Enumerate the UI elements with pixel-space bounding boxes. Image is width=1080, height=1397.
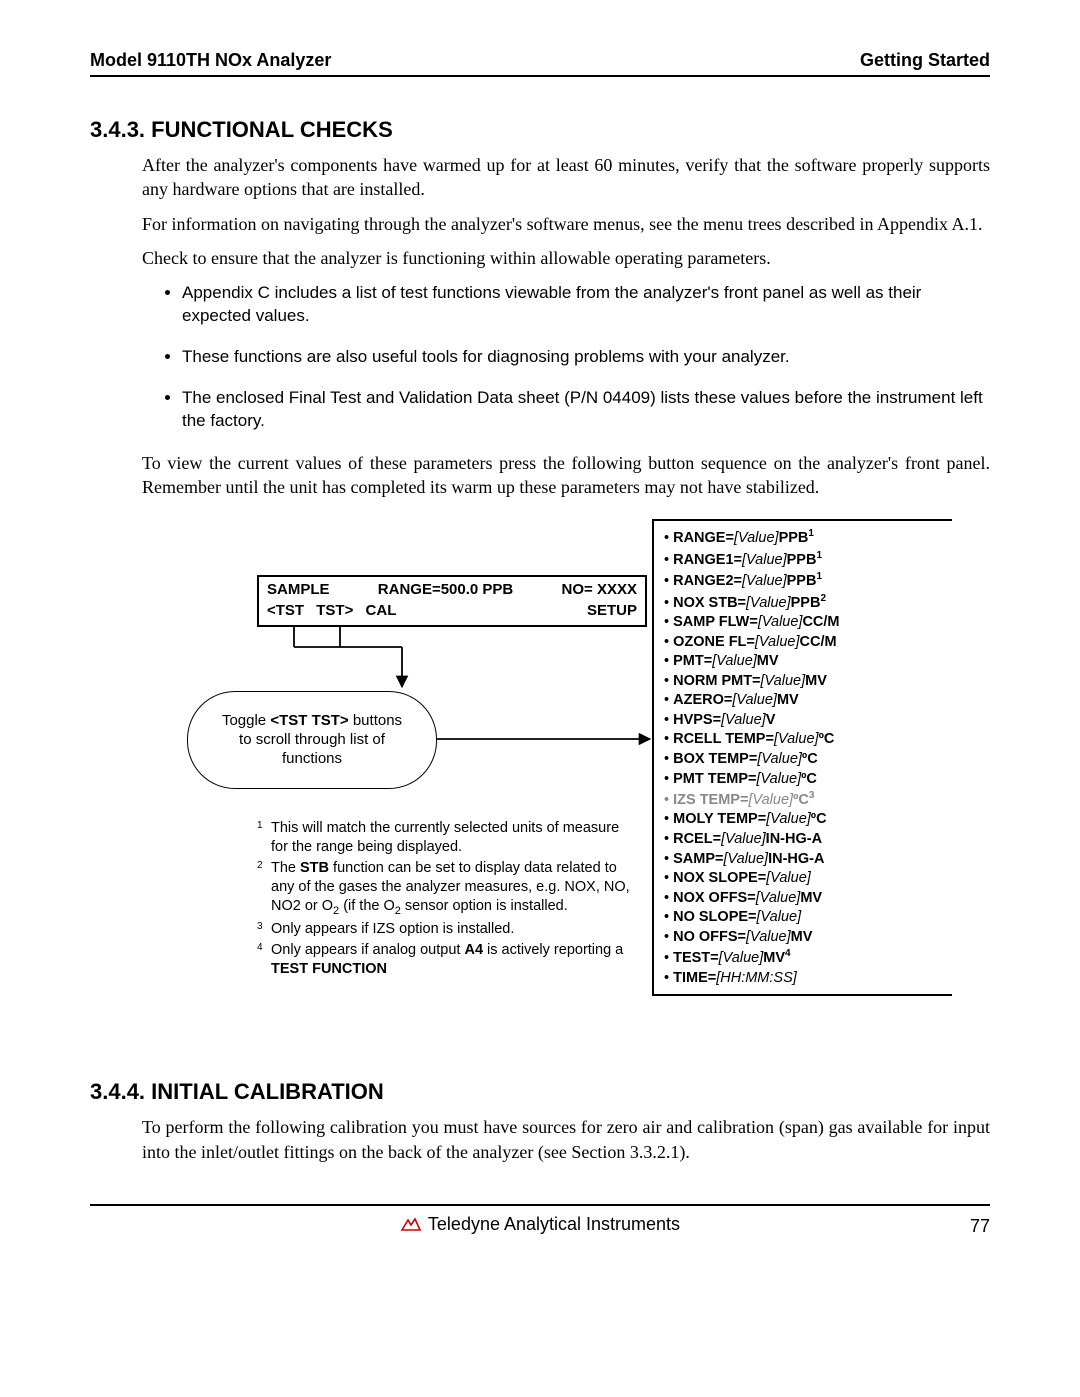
panel-range: RANGE=500.0 PPB [378, 581, 513, 598]
param-row: • OZONE FL=[Value]CC/M [664, 633, 952, 653]
page-footer: Teledyne Analytical Instruments 77 [90, 1206, 990, 1239]
footer-logo: Teledyne Analytical Instruments [400, 1214, 680, 1235]
param-row: • NO OFFS=[Value]MV [664, 928, 952, 948]
param-row: • AZERO=[Value]MV [664, 691, 952, 711]
param-row: • TEST=[Value]MV4 [664, 947, 952, 968]
toggle-capsule: Toggle <TST TST> buttons to scroll throu… [187, 691, 437, 789]
analyzer-panel: SAMPLE RANGE=500.0 PPB NO= XXXX <TST TST… [257, 575, 647, 627]
btn-setup[interactable]: SETUP [587, 602, 637, 619]
param-row: • RANGE1=[Value]PPB1 [664, 549, 952, 570]
capsule-l2: to scroll through list of [239, 731, 385, 748]
panel-sample: SAMPLE [267, 581, 330, 598]
param-row: • IZS TEMP=[Value]ºC3 [664, 789, 952, 810]
capsule-l1: Toggle <TST TST> buttons [222, 712, 402, 729]
param-row: • BOX TEMP=[Value]ºC [664, 750, 952, 770]
footnote-2: 2The STB function can be set to display … [257, 859, 637, 918]
param-row: • TIME=[HH:MM:SS] [664, 969, 952, 989]
param-row: • RANGE2=[Value]PPB1 [664, 570, 952, 591]
param-row: • SAMP FLW=[Value]CC/M [664, 613, 952, 633]
param-row: • PMT TEMP=[Value]ºC [664, 770, 952, 790]
header-left: Model 9110TH NOx Analyzer [90, 50, 331, 71]
para-4: To view the current values of these para… [142, 451, 990, 500]
diagram-footnotes: 1This will match the currently selected … [257, 819, 637, 980]
bullet-list: Appendix C includes a list of test funct… [142, 282, 990, 433]
btn-tst-prev[interactable]: <TST [267, 602, 304, 619]
param-row: • HVPS=[Value]V [664, 711, 952, 731]
para-344-1: To perform the following calibration you… [142, 1115, 990, 1164]
footnote-1: 1This will match the currently selected … [257, 819, 637, 857]
para-3: Check to ensure that the analyzer is fun… [142, 246, 990, 270]
param-row: • RCELL TEMP=[Value]ºC [664, 730, 952, 750]
panel-no: NO= XXXX [562, 581, 637, 598]
section-3-4-4-title: 3.4.4. INITIAL CALIBRATION [90, 1079, 990, 1105]
param-row: • SAMP=[Value]IN-HG-A [664, 850, 952, 870]
page-header: Model 9110TH NOx Analyzer Getting Starte… [90, 50, 990, 77]
btn-tst-next[interactable]: TST> [316, 602, 353, 619]
footnote-4: 4Only appears if analog output A4 is act… [257, 941, 637, 979]
param-row: • NOX STB=[Value]PPB2 [664, 592, 952, 613]
param-row: • NOX SLOPE=[Value] [664, 869, 952, 889]
footer-page-number: 77 [930, 1216, 990, 1237]
bullet-3: The enclosed Final Test and Validation D… [182, 387, 990, 433]
bullet-1: Appendix C includes a list of test funct… [182, 282, 990, 328]
param-row: • PMT=[Value]MV [664, 652, 952, 672]
teledyne-logo-icon [400, 1216, 422, 1234]
footnote-3: 3Only appears if IZS option is installed… [257, 920, 637, 939]
param-row: • NORM PMT=[Value]MV [664, 672, 952, 692]
param-row: • NOX OFFS=[Value]MV [664, 889, 952, 909]
para-1: After the analyzer's components have war… [142, 153, 990, 202]
capsule-l3: functions [282, 750, 342, 767]
parameter-list: • RANGE=[Value]PPB1• RANGE1=[Value]PPB1•… [652, 519, 952, 996]
btn-cal[interactable]: CAL [366, 602, 397, 619]
diagram: SAMPLE RANGE=500.0 PPB NO= XXXX <TST TST… [142, 519, 990, 1049]
section-3-4-3-title: 3.4.3. FUNCTIONAL CHECKS [90, 117, 990, 143]
param-row: • RCEL=[Value]IN-HG-A [664, 830, 952, 850]
page: Model 9110TH NOx Analyzer Getting Starte… [0, 0, 1080, 1269]
param-row: • RANGE=[Value]PPB1 [664, 527, 952, 548]
bullet-2: These functions are also useful tools fo… [182, 346, 990, 369]
para-2: For information on navigating through th… [142, 212, 990, 236]
header-right: Getting Started [860, 50, 990, 71]
param-row: • NO SLOPE=[Value] [664, 908, 952, 928]
param-row: • MOLY TEMP=[Value]ºC [664, 810, 952, 830]
footer-company: Teledyne Analytical Instruments [428, 1214, 680, 1235]
